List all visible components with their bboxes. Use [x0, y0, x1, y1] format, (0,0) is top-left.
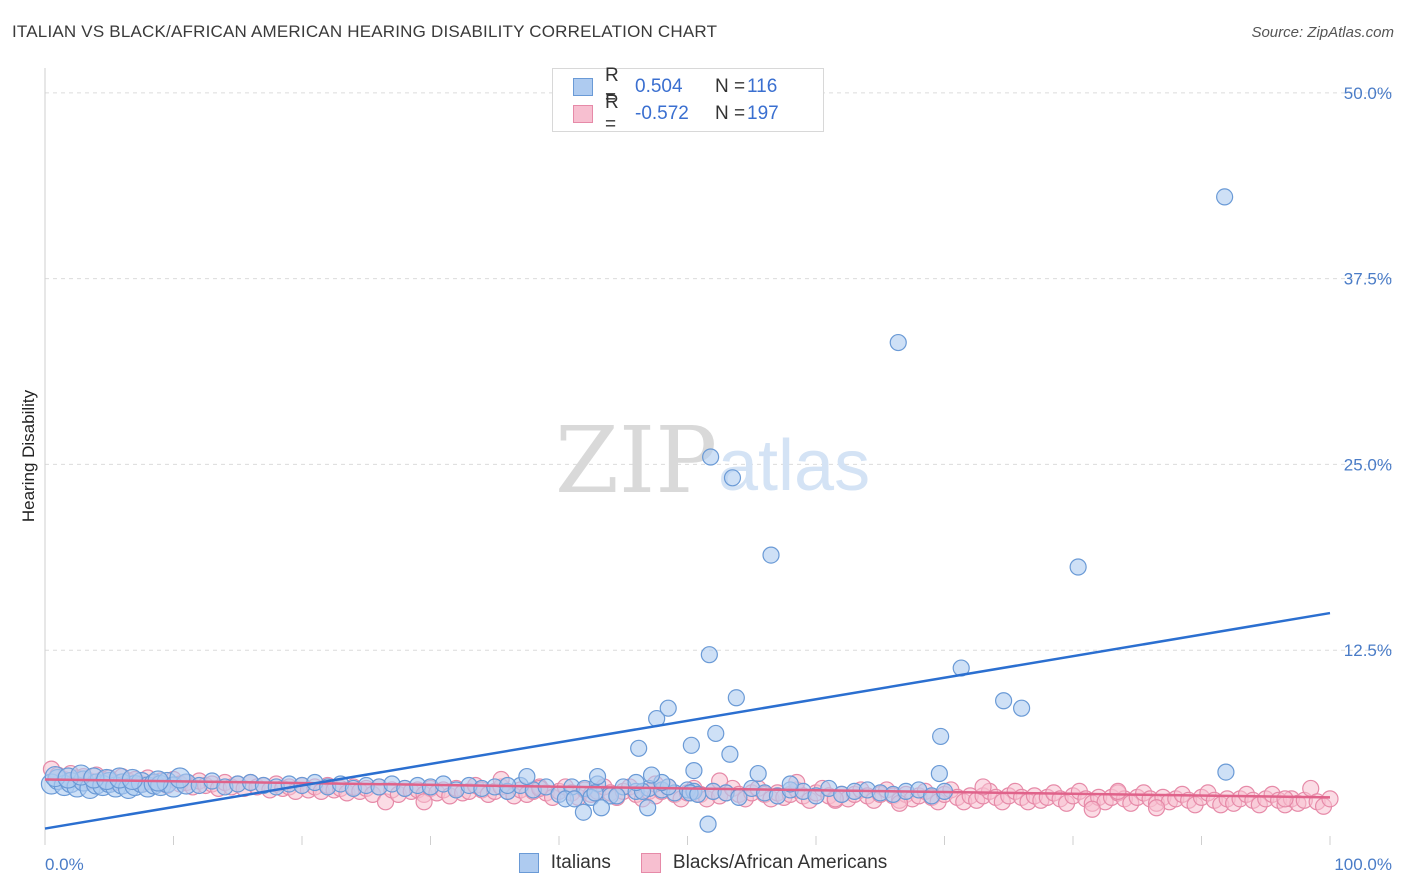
legend-n-label: N =: [715, 103, 746, 124]
data-point-blacks: [1147, 799, 1166, 817]
legend-n-value: 116: [747, 76, 778, 97]
data-point-italians: [700, 646, 718, 664]
legend-swatch-blue: [573, 78, 593, 96]
legend-n-label: N =: [715, 76, 746, 97]
correlation-legend: R = 0.504 N = 116 R = -0.572 N = 197: [552, 65, 824, 135]
data-point-italians: [685, 762, 703, 780]
legend-r-label: R =: [605, 92, 619, 135]
axes: [44, 68, 1331, 845]
series-legend: Italians Blacks/African Americans: [0, 852, 1406, 874]
data-point-italians: [727, 689, 745, 707]
trend-lines: [44, 611, 1331, 830]
data-point-italians: [588, 767, 607, 786]
watermark: ZIP atlas: [555, 407, 870, 514]
x-tick-label: 100.0%: [1334, 855, 1392, 874]
data-point-italians: [930, 764, 948, 783]
legend-swatch-pink: [573, 105, 593, 123]
legend-swatch-italians: [518, 853, 539, 873]
data-point-italians: [702, 448, 720, 466]
data-point-italians: [781, 775, 799, 793]
legend-n-value: 197: [747, 103, 779, 124]
data-point-italians: [762, 546, 780, 564]
data-point-italians: [1069, 558, 1087, 576]
legend-label-italians: Italians: [550, 852, 611, 873]
gridlines: [45, 92, 1392, 651]
data-point-italians: [689, 785, 707, 803]
axis-labels: 12.5% 25.0% 37.5% 50.0% 0.0% 100.0% Hearing Di…: [19, 84, 1392, 874]
y-tick-label: 37.5%: [1344, 270, 1392, 289]
data-point-italians: [1216, 188, 1234, 206]
watermark-zip: ZIP: [555, 407, 717, 514]
legend-item-blacks[interactable]: Blacks/African Americans: [640, 852, 888, 874]
data-point-italians: [995, 692, 1013, 710]
data-point-italians: [659, 699, 677, 717]
data-point-italians: [699, 815, 717, 833]
data-point-blacks: [1321, 790, 1339, 808]
data-point-blacks: [1083, 800, 1101, 818]
y-tick-label: 50.0%: [1344, 84, 1392, 103]
data-point-italians: [1012, 699, 1031, 717]
legend-swatch-blacks: [640, 853, 661, 873]
data-point-italians: [723, 469, 742, 487]
trend-line-italians: [44, 611, 1331, 830]
data-point-italians: [518, 767, 536, 786]
data-point-blacks: [415, 793, 433, 811]
data-point-italians: [932, 727, 950, 746]
y-axis-label: Hearing Disability: [19, 389, 38, 522]
data-point-italians: [592, 799, 611, 817]
data-point-italians: [889, 333, 907, 352]
watermark-atlas: atlas: [718, 426, 870, 506]
data-point-italians: [630, 739, 648, 757]
legend-row-italians: R = 0.504 N = 116: [573, 65, 778, 108]
y-tick-label: 12.5%: [1344, 641, 1392, 660]
data-point-blacks: [1109, 782, 1127, 801]
legend-r-value: 0.504: [635, 76, 683, 97]
data-point-italians: [707, 724, 725, 743]
y-tick-label: 25.0%: [1344, 455, 1392, 474]
trend-line-blacks: [44, 778, 1331, 799]
data-point-italians: [565, 790, 584, 808]
legend-r-value: -0.572: [635, 103, 689, 124]
data-point-italians: [721, 745, 739, 763]
legend-r-label: R =: [605, 65, 619, 108]
data-point-blacks: [974, 778, 992, 796]
chart-title: ITALIAN VS BLACK/AFRICAN AMERICAN HEARIN…: [12, 22, 718, 41]
data-point-italians: [682, 736, 700, 754]
data-point-italians: [586, 784, 604, 802]
legend-row-blacks: R = -0.572 N = 197: [573, 92, 779, 135]
data-point-italians: [807, 787, 825, 805]
data-point-italians: [749, 764, 767, 783]
legend-label-blacks: Blacks/African Americans: [672, 852, 888, 873]
source-label: Source: ZipAtlas.com: [1251, 24, 1394, 41]
data-point-italians: [639, 799, 657, 817]
data-point-blacks: [1276, 790, 1294, 808]
data-point-italians: [642, 766, 661, 784]
data-point-italians: [169, 767, 191, 789]
legend-item-italians[interactable]: Italians: [518, 852, 611, 874]
x-tick-label: 0.0%: [45, 855, 84, 874]
data-point-italians: [608, 787, 626, 805]
data-point-italians: [574, 803, 593, 821]
data-point-italians: [1217, 763, 1235, 781]
